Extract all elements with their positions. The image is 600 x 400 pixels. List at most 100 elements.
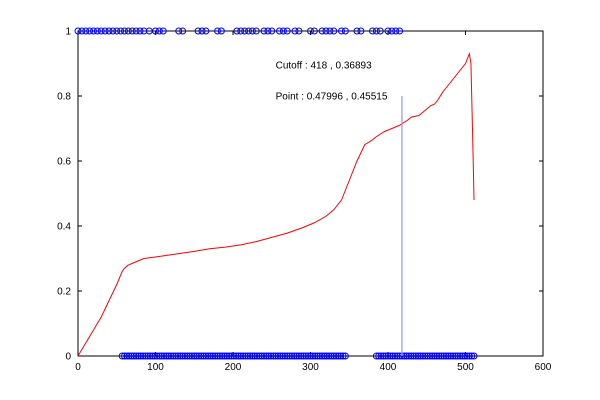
plot-area-border [77, 30, 544, 357]
data-point-marker [300, 352, 308, 360]
data-point-marker [162, 352, 170, 360]
data-point-marker [200, 352, 208, 360]
data-point-marker [410, 352, 418, 360]
data-point-marker [245, 27, 252, 35]
data-point-marker [458, 352, 466, 360]
data-point-marker [341, 352, 349, 360]
data-point-marker [218, 352, 226, 360]
data-point-marker [424, 352, 432, 360]
data-point-marker [323, 352, 331, 360]
data-point-marker [255, 352, 263, 360]
data-point-marker [169, 352, 177, 360]
data-point-marker [225, 352, 233, 360]
data-point-marker [130, 352, 138, 360]
data-point-marker [144, 352, 152, 360]
data-point-marker [123, 352, 131, 360]
data-point-marker [148, 352, 156, 360]
data-point-marker [456, 352, 464, 360]
data-point-marker [428, 352, 436, 360]
data-point-marker [269, 352, 277, 360]
data-point-marker [260, 27, 268, 35]
x-tick-label: 300 [302, 362, 319, 373]
data-point-marker [234, 352, 242, 360]
data-point-marker [267, 352, 275, 360]
data-point-marker [136, 27, 144, 35]
data-point-marker [396, 352, 404, 360]
data-point-marker [372, 352, 380, 360]
data-point-marker [211, 352, 219, 360]
data-point-marker [288, 352, 296, 360]
data-point-marker [326, 27, 334, 35]
data-point-marker [160, 352, 168, 360]
data-point-marker [316, 352, 324, 360]
data-point-marker [239, 352, 247, 360]
data-point-marker [237, 27, 245, 35]
data-point-marker [283, 352, 291, 360]
data-point-marker [214, 27, 221, 35]
data-point-marker [217, 27, 225, 35]
data-point-marker [216, 352, 224, 360]
data-point-marker [318, 352, 326, 360]
data-point-marker [396, 27, 404, 35]
data-point-marker [172, 352, 180, 360]
data-point-marker [338, 27, 345, 35]
data-point-marker [101, 27, 109, 35]
data-point-marker [454, 352, 462, 360]
data-point-marker [165, 352, 173, 360]
data-point-marker [281, 352, 289, 360]
data-point-marker [140, 27, 148, 35]
data-point-marker [330, 27, 338, 35]
y-tick-label: 0.6 [57, 157, 71, 168]
x-tick-label: 500 [457, 362, 474, 373]
data-point-marker [202, 27, 210, 35]
data-point-marker [279, 352, 287, 360]
data-point-marker [151, 352, 159, 360]
x-tick-label: 400 [380, 362, 397, 373]
x-tick-label: 0 [75, 362, 81, 373]
data-point-marker [393, 352, 401, 360]
data-point-marker [137, 352, 145, 360]
data-point-marker [109, 27, 117, 35]
data-point-marker [465, 352, 473, 360]
data-point-marker [400, 352, 408, 360]
data-point-marker [204, 352, 212, 360]
data-point-marker [197, 352, 205, 360]
data-point-marker [313, 352, 321, 360]
data-point-marker [382, 352, 390, 360]
data-point-marker [386, 352, 394, 360]
data-point-marker [117, 27, 125, 35]
data-point-marker [195, 352, 203, 360]
data-point-marker [451, 352, 459, 360]
curve-line [77, 51, 475, 357]
data-point-marker [264, 27, 272, 35]
data-point-marker [357, 27, 365, 35]
data-point-marker [167, 352, 175, 360]
data-point-marker [174, 352, 182, 360]
data-point-marker [190, 352, 198, 360]
y-tick-label: 0.2 [57, 287, 71, 298]
data-point-marker [223, 352, 231, 360]
data-point-marker [442, 352, 450, 360]
data-point-marker [78, 27, 86, 35]
data-point-marker [118, 352, 126, 360]
data-point-marker [244, 352, 252, 360]
data-point-marker [391, 352, 399, 360]
data-point-marker [431, 352, 438, 360]
data-point-marker [283, 27, 291, 35]
data-point-marker [125, 352, 133, 360]
x-axis-ticks: 0 100 200 300 400 500 600 [75, 31, 552, 373]
x-tick-label: 600 [535, 362, 552, 373]
data-point-marker [322, 27, 330, 35]
data-point-marker [262, 352, 270, 360]
marker-series-1 [74, 27, 404, 35]
data-point-marker [337, 352, 345, 360]
annotations: Cutoff : 418 , 0.36893 Point : 0.47996 , … [276, 60, 388, 102]
x-tick-label: 200 [225, 362, 242, 373]
data-point-marker [310, 27, 318, 35]
data-point-marker [295, 352, 303, 360]
data-point-marker [407, 352, 415, 360]
data-point-marker [105, 27, 113, 35]
data-point-marker [302, 352, 310, 360]
y-tick-label: 0.4 [57, 222, 71, 233]
